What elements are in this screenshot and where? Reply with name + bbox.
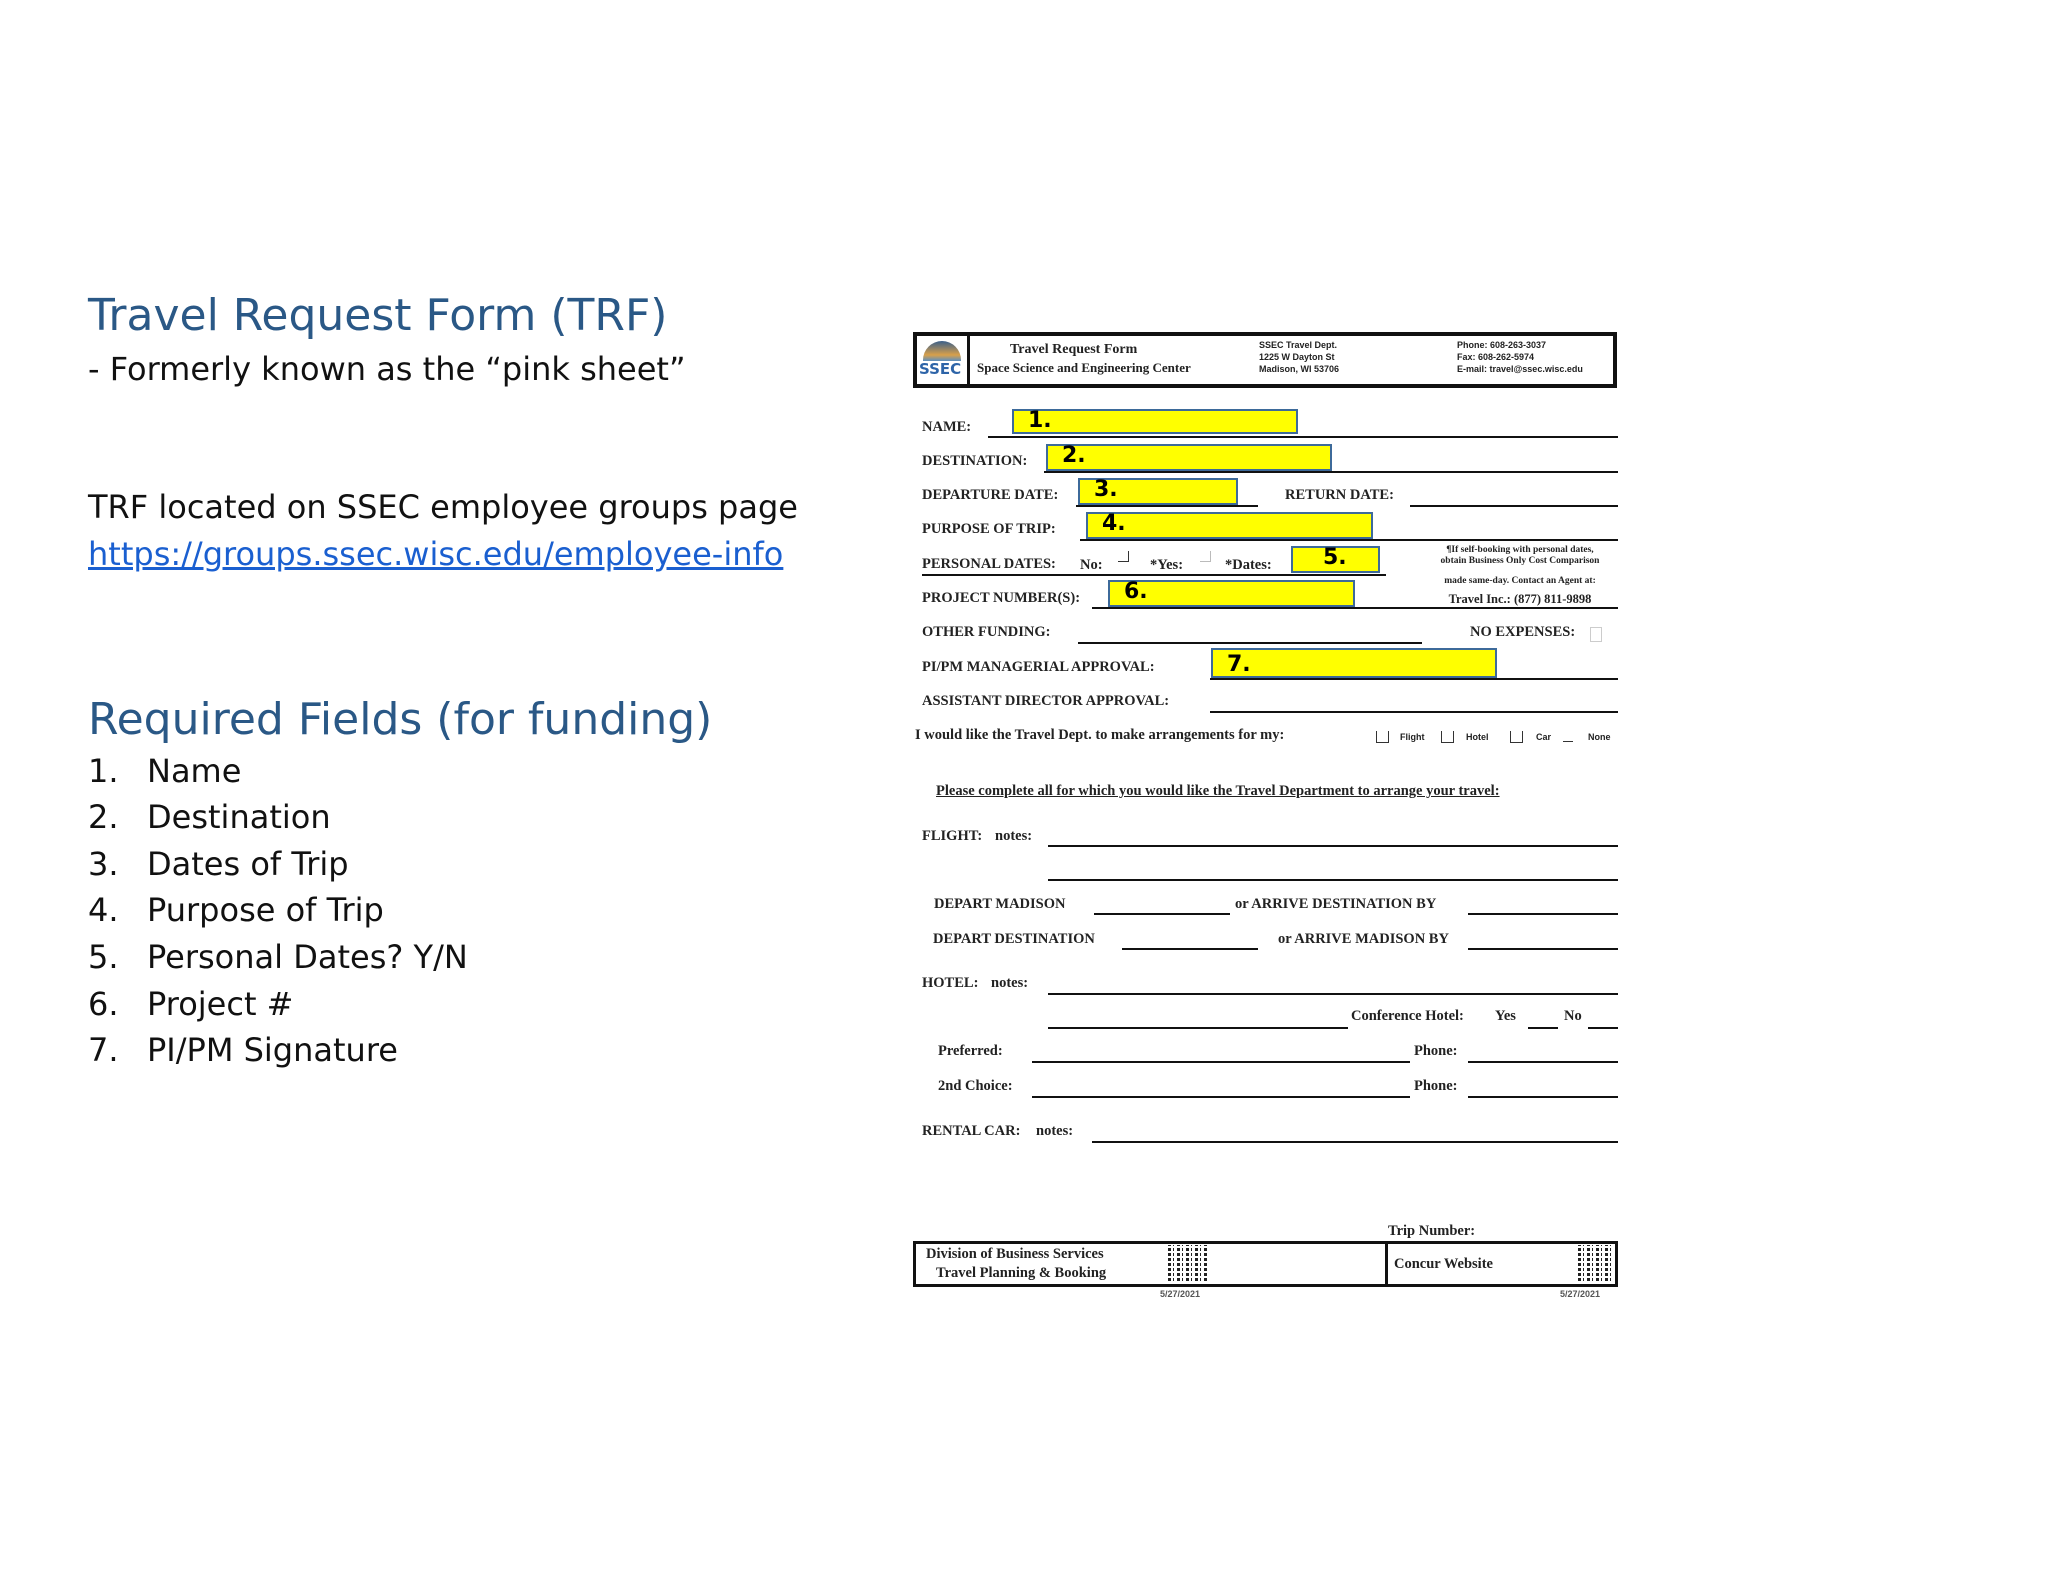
travel-inc-phone: Travel Inc.: (877) 811-9898: [1448, 592, 1592, 606]
form-title: Travel Request Form: [1010, 342, 1138, 357]
other-funding-label: OTHER FUNDING:: [922, 624, 1051, 640]
page-title: Travel Request Form (TRF): [88, 290, 668, 341]
list-item: Personal Dates? Y/N: [147, 938, 468, 976]
no-expenses-label: NO EXPENSES:: [1470, 624, 1576, 640]
highlight-6: 6.: [1108, 580, 1355, 607]
list-item-number: 5.: [88, 938, 119, 976]
arrangements-label: I would like the Travel Dept. to make ar…: [915, 727, 1285, 743]
flight-label: FLIGHT:: [922, 828, 983, 844]
list-item: Destination: [147, 798, 331, 836]
list-item-number: 6.: [88, 985, 119, 1023]
departure-label: DEPARTURE DATE:: [922, 487, 1059, 503]
return-date-label: RETURN DATE:: [1285, 487, 1394, 503]
pipm-approval-label: PI/PM MANAGERIAL APPROVAL:: [922, 659, 1155, 675]
name-label: NAME:: [922, 419, 972, 435]
form-org: Space Science and Engineering Center: [977, 360, 1191, 375]
highlight-3: 3.: [1078, 478, 1238, 505]
list-item: Project #: [147, 985, 294, 1023]
purpose-label: PURPOSE OF TRIP:: [922, 521, 1056, 537]
list-item: Purpose of Trip: [147, 891, 384, 929]
hotel-label: HOTEL:: [922, 975, 979, 991]
rental-car-label: RENTAL CAR:: [922, 1123, 1021, 1139]
highlight-7: 7.: [1211, 648, 1497, 678]
self-booking-note: ¶If self-booking with personal dates, obt…: [1440, 545, 1600, 566]
form-footer: Division of Business Services Travel Pla…: [913, 1241, 1618, 1287]
required-fields-title: Required Fields (for funding): [88, 694, 713, 745]
list-item: Name: [147, 752, 242, 790]
no-expenses-checkbox: [1590, 627, 1602, 642]
subtitle: - Formerly known as the “pink sheet”: [88, 350, 686, 388]
list-item-number: 1.: [88, 752, 119, 790]
list-item-number: 3.: [88, 845, 119, 883]
yes-checkbox: [1200, 551, 1211, 562]
ssec-logo: SSEC: [917, 336, 970, 384]
assistant-director-label: ASSISTANT DIRECTOR APPROVAL:: [922, 693, 1170, 709]
list-item-number: 2.: [88, 798, 119, 836]
highlight-5: 5.: [1291, 546, 1380, 573]
trip-number-label: Trip Number:: [1388, 1223, 1476, 1239]
personal-dates-label: PERSONAL DATES:: [922, 556, 1056, 572]
list-item: Dates of Trip: [147, 845, 349, 883]
list-item: PI/PM Signature: [147, 1031, 398, 1069]
highlight-4: 4.: [1086, 512, 1373, 539]
project-label: PROJECT NUMBER(S):: [922, 590, 1081, 606]
highlight-1: 1.: [1012, 409, 1298, 434]
please-complete-instruction: Please complete all for which you would …: [936, 783, 1500, 799]
no-checkbox: [1118, 551, 1129, 562]
highlight-2: 2.: [1046, 444, 1332, 471]
location-text: TRF located on SSEC employee groups page: [88, 488, 798, 526]
list-item-number: 4.: [88, 891, 119, 929]
form-header: SSEC Travel Request Form Space Science a…: [913, 332, 1617, 388]
qr-code-icon: [1168, 1245, 1208, 1283]
list-item-number: 7.: [88, 1031, 119, 1069]
employee-info-link[interactable]: https://groups.ssec.wisc.edu/employee-in…: [88, 535, 784, 573]
qr-code-icon: [1578, 1245, 1614, 1283]
destination-label: DESTINATION:: [922, 453, 1028, 469]
